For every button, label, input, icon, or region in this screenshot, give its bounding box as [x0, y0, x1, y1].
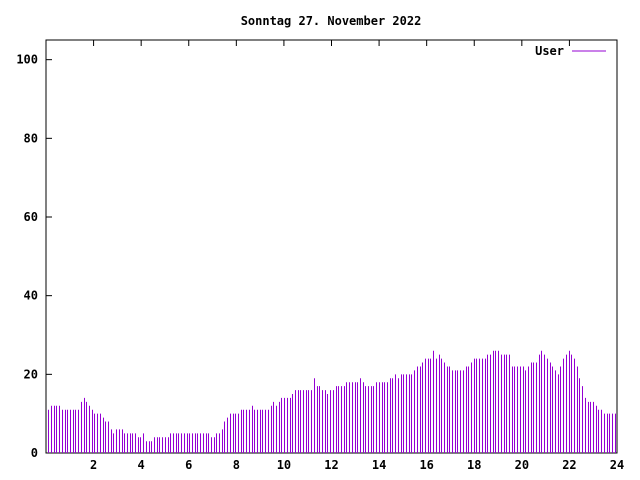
x-tick-label: 4: [138, 458, 145, 472]
x-tick-label: 18: [467, 458, 481, 472]
x-axis: 2 4 6 8 10 12 14 16 18 20 22 24: [90, 40, 624, 472]
x-tick-label: 8: [233, 458, 240, 472]
y-tick-label: 0: [31, 446, 38, 460]
x-tick-label: 14: [372, 458, 386, 472]
y-tick-label: 60: [24, 210, 38, 224]
y-tick-label: 40: [24, 289, 38, 303]
x-tick-label: 6: [185, 458, 192, 472]
y-tick-label: 100: [16, 53, 38, 67]
x-tick-label: 16: [419, 458, 433, 472]
y-tick-label: 20: [24, 367, 38, 381]
x-tick-label: 12: [324, 458, 338, 472]
x-tick-label: 10: [277, 458, 291, 472]
series-user-bars: [48, 350, 616, 453]
x-tick-label: 2: [90, 458, 97, 472]
legend-label-user: User: [535, 44, 564, 58]
chart-title: Sonntag 27. November 2022: [241, 14, 422, 28]
x-tick-label: 24: [610, 458, 624, 472]
legend: User: [535, 44, 606, 58]
y-tick-label: 80: [24, 131, 38, 145]
x-tick-label: 22: [562, 458, 576, 472]
x-tick-label: 20: [515, 458, 529, 472]
y-axis: 0 20 40 60 80 100: [16, 53, 52, 460]
